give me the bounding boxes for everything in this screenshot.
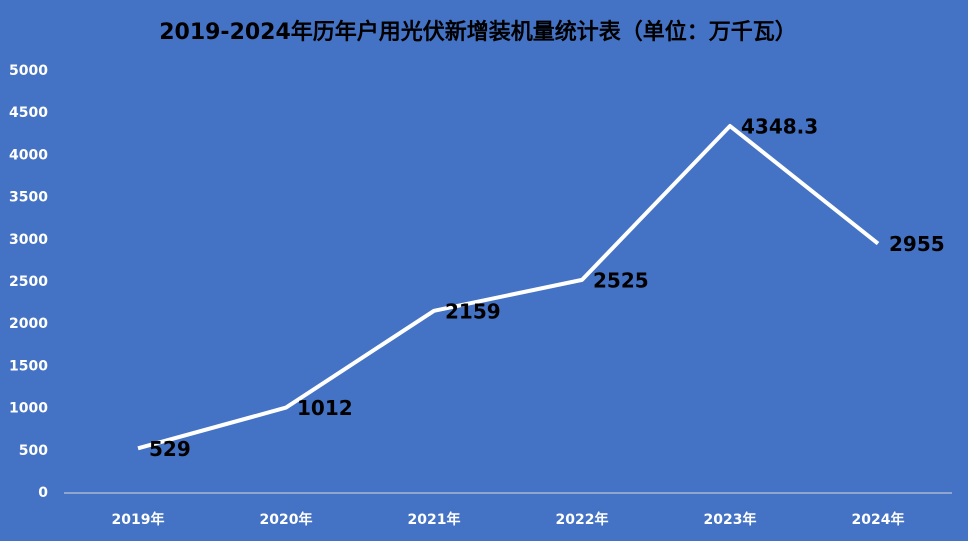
x-tick-label: 2024年 (852, 511, 905, 528)
y-tick-label: 4500 (9, 105, 48, 121)
data-label: 2525 (593, 268, 649, 292)
y-tick-label: 2000 (9, 316, 48, 332)
chart-title: 2019-2024年历年户用光伏新增装机量统计表（单位：万千瓦） (159, 19, 797, 45)
x-tick-label: 2019年 (112, 511, 165, 528)
y-tick-label: 5000 (9, 63, 48, 79)
data-label: 4348.3 (741, 115, 818, 139)
line (137, 124, 880, 451)
data-label: 2955 (889, 232, 945, 256)
x-tick-label: 2021年 (408, 511, 461, 528)
y-tick-label: 1000 (9, 401, 48, 417)
x-tick-label: 2023年 (704, 511, 757, 528)
y-tick-label: 3500 (9, 190, 48, 206)
y-tick-label: 2500 (9, 274, 48, 290)
x-tick-label: 2022年 (556, 511, 609, 528)
y-tick-label: 4000 (9, 147, 48, 163)
y-tick-label: 3000 (9, 232, 48, 248)
y-tick-label: 0 (38, 485, 48, 501)
x-tick-label: 2020年 (260, 511, 313, 528)
y-tick-label: 1500 (9, 358, 48, 374)
data-label: 1012 (297, 396, 353, 420)
data-label: 2159 (445, 299, 501, 323)
data-label: 529 (149, 437, 191, 461)
y-tick-label: 500 (19, 443, 48, 459)
